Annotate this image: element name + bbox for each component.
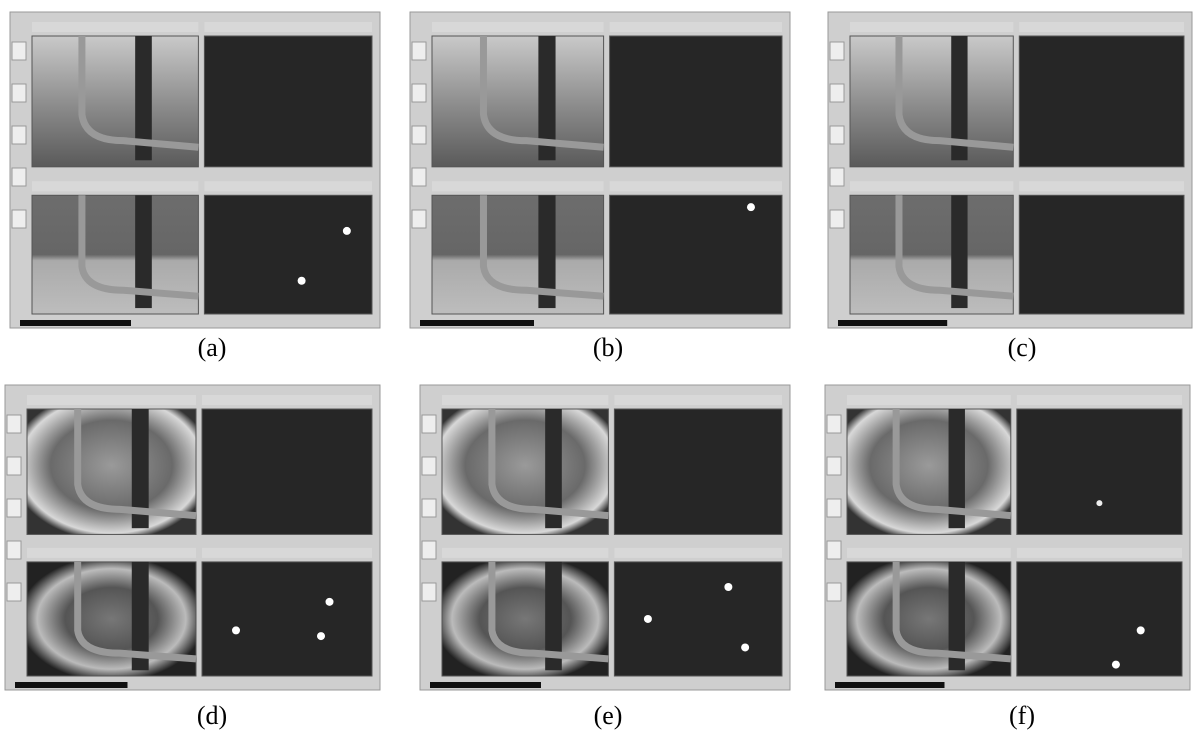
dark-view <box>610 195 782 314</box>
panel-title-bar <box>610 22 782 32</box>
side-button <box>12 42 26 60</box>
feature-dot <box>1112 661 1120 669</box>
dark-view <box>1019 195 1184 314</box>
feature-dot <box>343 227 351 235</box>
panel-title-bar <box>614 395 782 405</box>
side-button <box>412 210 426 228</box>
dark-view <box>204 36 372 167</box>
panel-title-bar <box>847 395 1011 405</box>
status-bar <box>838 320 947 326</box>
side-button <box>827 541 841 559</box>
side-button <box>12 84 26 102</box>
panel-title-bar <box>1017 395 1182 405</box>
side-button <box>12 168 26 186</box>
side-button <box>422 541 436 559</box>
side-button <box>12 126 26 144</box>
panel-title-bar <box>850 22 1013 32</box>
side-button <box>830 84 844 102</box>
side-button <box>830 42 844 60</box>
panel-title-bar <box>1017 548 1182 558</box>
side-button <box>827 415 841 433</box>
feature-dot <box>1137 626 1145 634</box>
panel-title-bar <box>202 395 372 405</box>
panel-title-bar <box>32 22 198 32</box>
panel-title-bar <box>1019 181 1184 191</box>
panel-title-bar <box>204 22 372 32</box>
panel-title-bar <box>27 395 196 405</box>
feature-dot <box>298 277 306 285</box>
side-button <box>422 499 436 517</box>
side-button <box>827 499 841 517</box>
caption: (e) <box>594 701 623 730</box>
side-button <box>412 168 426 186</box>
caption: (a) <box>198 333 227 362</box>
caption: (d) <box>197 701 227 730</box>
screenshot <box>410 12 790 328</box>
caption: (f) <box>1009 701 1035 730</box>
panel-title-bar <box>1019 22 1184 32</box>
screenshot <box>828 12 1192 328</box>
side-button <box>827 583 841 601</box>
dark-view <box>204 195 372 314</box>
panel-title-bar <box>432 181 604 191</box>
side-button <box>422 457 436 475</box>
feature-dot <box>1096 500 1102 506</box>
panel-title-bar <box>442 395 608 405</box>
caption: (b) <box>593 333 623 362</box>
dark-view <box>614 562 782 676</box>
feature-dot <box>741 643 749 651</box>
side-button <box>7 457 21 475</box>
dark-view <box>202 409 372 534</box>
status-bar <box>15 682 128 688</box>
side-button <box>7 541 21 559</box>
dark-view <box>610 36 782 167</box>
side-button <box>412 42 426 60</box>
screenshot <box>10 12 380 328</box>
dark-view <box>1017 562 1182 676</box>
panel-title-bar <box>32 181 198 191</box>
feature-dot <box>747 203 755 211</box>
status-bar <box>835 682 945 688</box>
panel-title-bar <box>614 548 782 558</box>
status-bar <box>430 682 541 688</box>
panel-title-bar <box>442 548 608 558</box>
panel-title-bar <box>432 22 604 32</box>
figure: (a) (b) (c) (d) (e) (f) <box>0 0 1198 745</box>
status-bar <box>20 320 131 326</box>
panel-title-bar <box>610 181 782 191</box>
screenshot <box>5 385 380 690</box>
panel-title-bar <box>202 548 372 558</box>
dark-view <box>1019 36 1184 167</box>
status-bar <box>420 320 534 326</box>
side-button <box>830 210 844 228</box>
caption: (c) <box>1008 333 1037 362</box>
side-button <box>12 210 26 228</box>
feature-dot <box>724 583 732 591</box>
panel-title-bar <box>27 548 196 558</box>
panel-title-bar <box>850 181 1013 191</box>
feature-dot <box>326 598 334 606</box>
dark-view <box>1017 409 1182 534</box>
side-button <box>412 126 426 144</box>
screenshot <box>420 385 790 690</box>
side-button <box>422 415 436 433</box>
side-button <box>830 168 844 186</box>
side-button <box>422 583 436 601</box>
side-button <box>7 499 21 517</box>
screenshot <box>825 385 1190 690</box>
side-button <box>412 84 426 102</box>
panel-title-bar <box>204 181 372 191</box>
side-button <box>7 583 21 601</box>
dark-view <box>614 409 782 534</box>
feature-dot <box>317 632 325 640</box>
dark-view <box>202 562 372 676</box>
feature-dot <box>232 626 240 634</box>
side-button <box>827 457 841 475</box>
feature-dot <box>644 615 652 623</box>
side-button <box>7 415 21 433</box>
panel-title-bar <box>847 548 1011 558</box>
side-button <box>830 126 844 144</box>
